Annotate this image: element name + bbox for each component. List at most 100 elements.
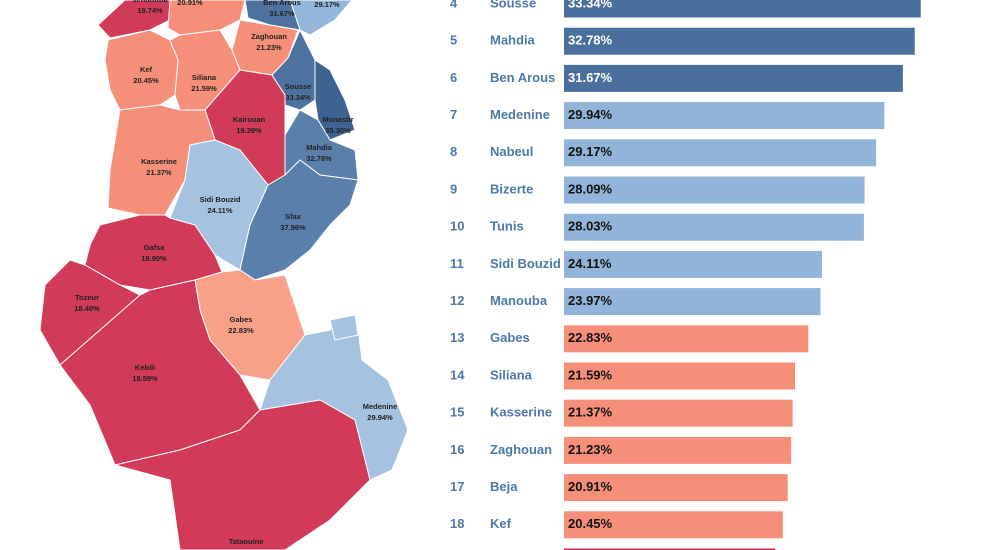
- rank: 7: [450, 107, 457, 122]
- rank: 16: [450, 442, 464, 457]
- category-label: Gabes: [490, 330, 530, 345]
- value-label: 28.09%: [568, 181, 613, 196]
- rank: 11: [450, 256, 464, 271]
- value-label: 28.03%: [568, 219, 613, 234]
- region-label: 29.94%: [367, 413, 393, 422]
- value-label: 29.17%: [568, 144, 613, 159]
- category-label: Sousse: [490, 0, 536, 10]
- bar: [564, 362, 796, 390]
- region-label: 20.91%: [177, 0, 203, 7]
- region-name: Mahdia: [306, 143, 333, 152]
- region-label: 19.74%: [137, 6, 163, 15]
- value-label: 21.59%: [568, 367, 613, 382]
- rank: 5: [450, 33, 457, 48]
- category-label: Tunis: [490, 219, 524, 234]
- bar: [564, 176, 865, 204]
- category-label: Sidi Bouzid: [490, 256, 561, 271]
- region-label: 18.90%: [141, 254, 167, 263]
- category-label: Beja: [490, 479, 518, 494]
- rank: 6: [450, 70, 457, 85]
- rank: 9: [450, 181, 457, 196]
- rank: 12: [450, 293, 464, 308]
- value-label: 24.11%: [568, 256, 612, 271]
- category-label: Kasserine: [490, 405, 552, 420]
- category-label: Kef: [490, 516, 512, 531]
- value-label: 20.91%: [568, 479, 613, 494]
- value-label: 21.23%: [568, 442, 613, 457]
- value-label: 33.34%: [568, 0, 613, 10]
- region-name: Kasserine: [141, 157, 177, 166]
- region-label: 33.34%: [285, 93, 311, 102]
- region-name: Jendouba: [132, 0, 168, 4]
- region-label: 37.96%: [280, 223, 306, 232]
- region: [104, 29, 179, 111]
- region-label: 19.39%: [236, 126, 262, 135]
- region-label: 29.17%: [314, 0, 340, 9]
- region-label: 35.30%: [325, 126, 351, 135]
- value-label: 20.45%: [568, 516, 613, 531]
- bar: [564, 548, 776, 550]
- bar-chart: 4 Sousse 33.34% 5 Mahdia 32.78% 6 Ben Arous 31.6…: [450, 0, 921, 550]
- region-name: Monastir: [322, 115, 353, 124]
- region-name: Medenine: [363, 402, 398, 411]
- category-label: Medenine: [490, 107, 550, 122]
- region-name: Sidi Bouzid: [200, 195, 241, 204]
- bar: [564, 102, 885, 130]
- region-name: Siliana: [192, 73, 217, 82]
- category-label: Nabeul: [490, 144, 533, 159]
- category-label: Zaghouan: [490, 442, 552, 457]
- value-label: 32.78%: [568, 33, 613, 48]
- rank: 17: [450, 479, 464, 494]
- rank: 4: [450, 0, 458, 10]
- region-label: 31.67%: [269, 9, 295, 18]
- rank: 18: [450, 516, 464, 531]
- bar: [564, 250, 822, 278]
- bar: [564, 0, 921, 18]
- value-label: 31.67%: [568, 70, 613, 85]
- bar: [564, 436, 792, 464]
- region-label: 18.40%: [74, 304, 100, 313]
- region-name: Tozeur: [75, 293, 99, 302]
- region-label: 20.45%: [133, 76, 159, 85]
- rank: 13: [450, 330, 464, 345]
- region-name: Sfax: [285, 212, 302, 221]
- region-name: Gabes: [230, 315, 253, 324]
- bar: [564, 325, 809, 353]
- bar: [564, 213, 864, 241]
- bar: [564, 139, 877, 167]
- region-name: Kairouan: [233, 115, 266, 124]
- value-label: 21.37%: [568, 405, 613, 420]
- bar: [564, 64, 903, 92]
- region-label: 21.59%: [191, 84, 217, 93]
- rank: 8: [450, 144, 457, 159]
- region: [114, 399, 371, 550]
- rank: 10: [450, 219, 464, 234]
- region-name: Kef: [140, 65, 153, 74]
- bar: [564, 399, 793, 427]
- region-label: 32.78%: [306, 154, 332, 163]
- bar: [564, 511, 783, 539]
- category-label: Ben Arous: [490, 70, 555, 85]
- category-label: Manouba: [490, 293, 548, 308]
- value-label: 22.83%: [568, 330, 613, 345]
- region-label: 21.23%: [256, 43, 282, 52]
- bar: [564, 27, 915, 55]
- category-label: Siliana: [490, 367, 533, 382]
- region-label: 18.59%: [132, 374, 158, 383]
- value-label: 23.97%: [568, 293, 613, 308]
- island: [329, 314, 359, 341]
- region-name: Gafsa: [144, 243, 166, 252]
- category-label: Bizerte: [490, 181, 533, 196]
- rank: 15: [450, 405, 464, 420]
- bar: [564, 474, 788, 502]
- region-name: Sousse: [285, 82, 312, 91]
- region-label: 21.37%: [146, 168, 172, 177]
- map: Jendouba 19.74% 20.91% 29.17% Ben Arous 31.67…: [39, 0, 409, 550]
- region-name: Tataouine: [229, 537, 264, 546]
- region-label: 22.83%: [228, 326, 254, 335]
- region-name: Zaghouan: [251, 32, 287, 41]
- value-label: 29.94%: [568, 107, 613, 122]
- category-label: Mahdia: [490, 33, 536, 48]
- rank: 14: [450, 367, 465, 382]
